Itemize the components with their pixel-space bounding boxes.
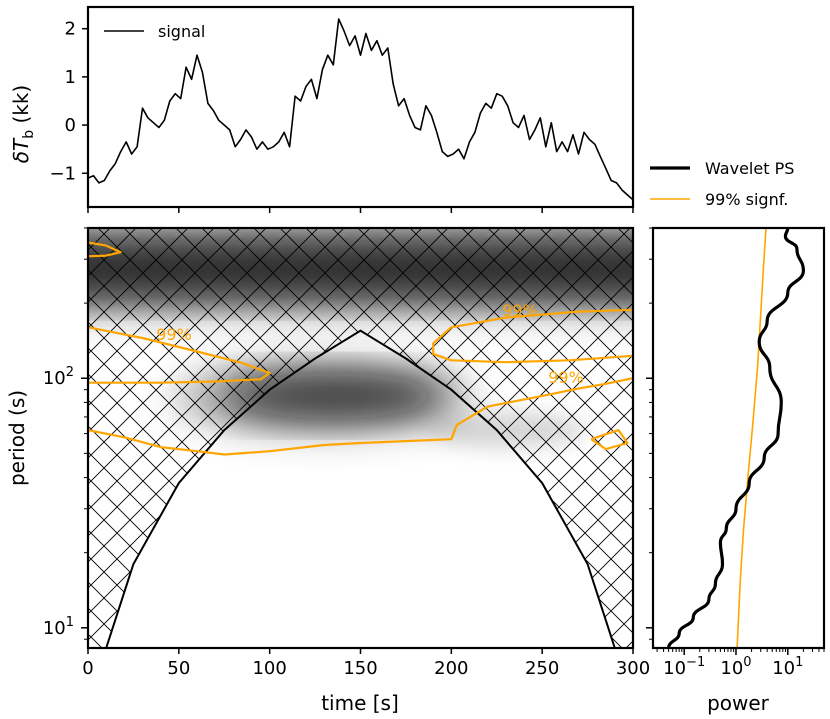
- contour-label: 99%: [502, 301, 538, 320]
- wavelet-y-tick-base: 10: [43, 618, 66, 639]
- significance-contour: [88, 326, 271, 384]
- signal-axes-background: [88, 7, 633, 207]
- global-power-panel: 10−1 100 101 power Wavelet PS 99% signf.: [646, 159, 826, 715]
- significance-contour: [88, 241, 122, 258]
- power-x-tick-exponent: 0: [743, 655, 751, 670]
- power-x-axis-label: power: [707, 691, 770, 715]
- power-axes-frame: [651, 226, 826, 650]
- wavelet-y-tick-base: 10: [43, 368, 66, 389]
- cone-of-influence-hatch: [88, 228, 633, 648]
- signal-y-label-sub: b: [21, 130, 37, 139]
- wavelet-x-tick-label: 250: [525, 658, 559, 679]
- significance-contours: 99% 99% 99%: [88, 241, 633, 456]
- signal-x-ticks: [87, 207, 634, 213]
- wavelet-x-tick-label: 0: [82, 658, 93, 679]
- cone-of-influence-line: [105, 329, 616, 648]
- signal-y-axis-label: δTb (kk): [9, 85, 37, 163]
- wavelet-x-ticks: 0 50 100 150 200 250 300: [82, 648, 650, 679]
- contour-label: 99%: [548, 368, 584, 387]
- power-x-tick-label: 10−1: [663, 655, 705, 679]
- power-y-ticks: [646, 227, 653, 640]
- power-x-tick-label: 100: [720, 655, 751, 679]
- wavelet-x-tick-label: 150: [343, 658, 377, 679]
- power-x-ticks: 10−1 100 101: [656, 648, 825, 679]
- wavelet-y-tick-label: 101: [43, 615, 74, 639]
- signal-y-label-main: δT: [9, 137, 33, 163]
- significance-contour: [590, 429, 629, 451]
- signal-panel: −1 0 1 2 signal δTb (kk): [9, 5, 635, 213]
- wavelet-x-tick-label: 100: [252, 658, 286, 679]
- power-x-tick-label: 101: [772, 655, 803, 679]
- significance-contour: [432, 308, 633, 364]
- power-legend-label-wavelet: Wavelet PS: [705, 159, 794, 178]
- power-x-tick-exponent: 1: [795, 655, 803, 670]
- significance-level-line: [736, 228, 767, 648]
- power-x-tick-base: 10: [720, 658, 743, 679]
- power-axes-background: [653, 228, 824, 648]
- power-x-tick-base: 10: [663, 658, 686, 679]
- signal-line: [88, 18, 633, 201]
- signal-y-tick-label: −1: [49, 163, 76, 184]
- wavelet-x-tick-label: 300: [616, 658, 650, 679]
- wavelet-y-axis-label: period (s): [5, 390, 29, 486]
- signal-y-ticks: −1 0 1 2: [49, 19, 88, 184]
- signal-y-tick-label: 0: [65, 115, 76, 136]
- wavelet-y-tick-exponent: 2: [66, 365, 74, 380]
- signal-y-tick-label: 2: [65, 19, 76, 40]
- wavelet-x-tick-label: 200: [434, 658, 468, 679]
- significance-contour: [88, 377, 633, 456]
- power-x-tick-base: 10: [772, 658, 795, 679]
- global-wavelet-power-line: [667, 228, 805, 648]
- contour-label: 99%: [156, 325, 192, 344]
- wavelet-y-tick-exponent: 1: [66, 615, 74, 630]
- signal-y-label-unit: (kk): [9, 85, 33, 130]
- power-x-tick-exponent: −1: [686, 655, 705, 670]
- wavelet-y-tick-label: 102: [43, 365, 74, 389]
- wavelet-x-tick-label: 50: [167, 658, 190, 679]
- signal-legend-label: signal: [158, 22, 205, 41]
- power-legend-label-signif: 99% signf.: [705, 190, 788, 209]
- wavelet-x-axis-label: time [s]: [321, 691, 399, 715]
- signal-y-tick-label: 1: [65, 67, 76, 88]
